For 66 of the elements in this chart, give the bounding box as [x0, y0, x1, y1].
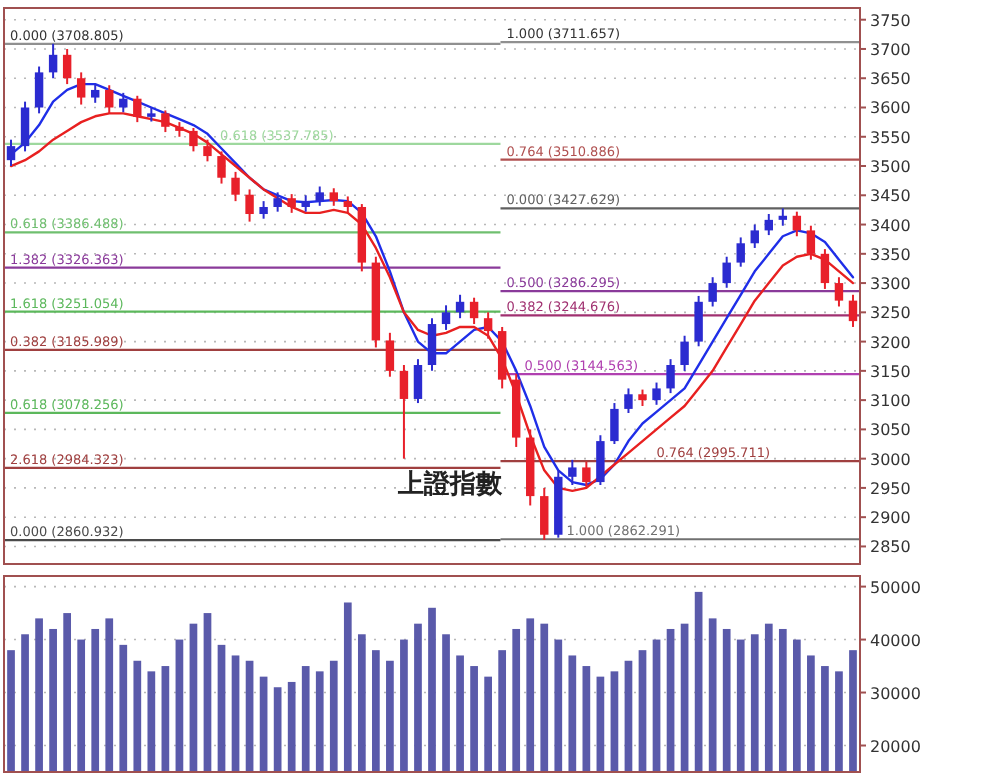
candlestick [750, 223, 759, 249]
y-tick-label: 20000 [870, 737, 921, 756]
candlestick [217, 150, 226, 185]
candlestick [399, 364, 409, 460]
candlestick [91, 83, 100, 104]
y-tick-label: 3200 [870, 333, 911, 352]
candlestick [427, 317, 437, 372]
y-tick-label: 2850 [870, 538, 911, 557]
y-tick-label: 3350 [870, 245, 911, 264]
candlestick [680, 334, 689, 372]
candlestick [806, 224, 816, 261]
candlestick [469, 296, 479, 326]
candlestick [441, 304, 451, 331]
candlestick [820, 248, 830, 290]
candlestick [722, 255, 731, 289]
candlestick [203, 138, 212, 163]
candlestick [666, 358, 675, 395]
candlestick [76, 71, 86, 106]
candlestick [792, 210, 802, 238]
y-tick-label: 3000 [870, 450, 911, 469]
candlestick [62, 47, 72, 86]
candlestick [287, 193, 296, 214]
candlestick [568, 458, 577, 486]
candlestick [624, 387, 633, 414]
candlestick [610, 402, 619, 446]
y-tick-label: 3100 [870, 392, 911, 411]
candlestick [736, 236, 745, 268]
y-tick-label: 2950 [870, 479, 911, 498]
y-tick-label: 3250 [870, 304, 911, 323]
candlestick [231, 170, 240, 203]
candlestick [273, 191, 282, 213]
annotation: 上證指數 [395, 467, 504, 500]
y-tick-label: 3400 [870, 216, 911, 235]
candlestick [596, 434, 605, 486]
y-tick-label: 3650 [870, 70, 911, 89]
candlestick [315, 185, 324, 207]
candlestick [540, 486, 549, 541]
y-tick-label: 3450 [870, 187, 911, 206]
candlestick [708, 276, 717, 308]
candlestick [483, 311, 493, 340]
y-tick-label: 2900 [870, 509, 911, 528]
y-tick-label: 40000 [870, 631, 921, 650]
candlestick [848, 293, 858, 328]
candlestick [20, 100, 30, 153]
candlestick [652, 381, 661, 406]
candlestick [834, 276, 844, 308]
y-tick-label: 30000 [870, 684, 921, 703]
candlestick [34, 65, 44, 115]
y-tick-label: 3550 [870, 128, 911, 147]
candlestick [245, 188, 254, 223]
y-tick-label: 3300 [870, 275, 911, 294]
y-tick-label: 3150 [870, 362, 911, 381]
candlestick [6, 138, 16, 168]
candlestick [764, 213, 773, 237]
y-tick-label: 3750 [870, 11, 911, 30]
y-tick-label: 3500 [870, 158, 911, 177]
candlestick [694, 294, 703, 348]
candlestick [48, 42, 58, 80]
y-tick-label: 3600 [870, 99, 911, 118]
candlestick [455, 293, 465, 320]
candlestick [189, 126, 198, 153]
candlestick [413, 358, 423, 405]
y-tick-label: 50000 [870, 578, 921, 597]
y-tick-label: 3050 [870, 421, 911, 440]
y-tick-label: 3700 [870, 40, 911, 59]
candlestick [385, 331, 395, 378]
